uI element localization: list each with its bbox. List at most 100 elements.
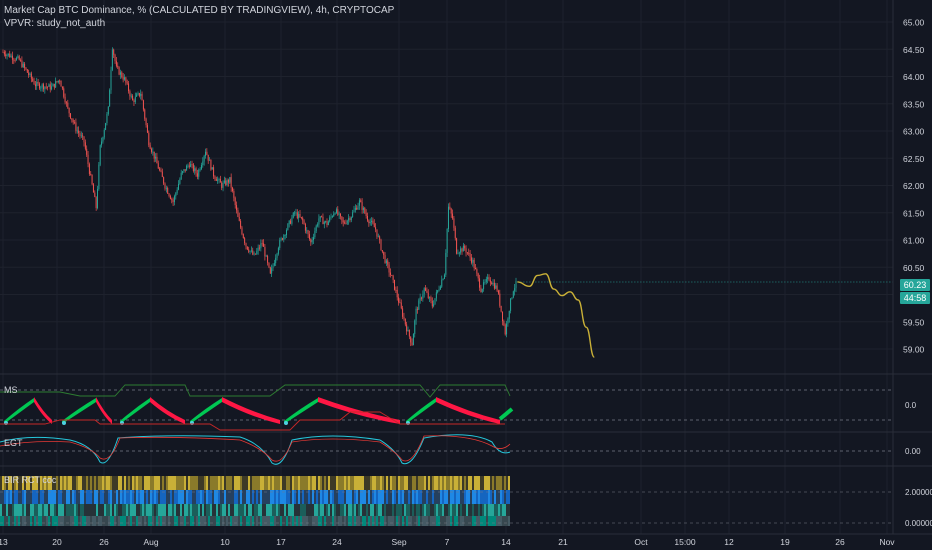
candle-body [51,86,53,90]
bir-cell [490,490,492,504]
candle-body [121,72,123,78]
bir-cell [122,504,124,516]
bir-cell [272,516,274,526]
bir-cell [330,476,332,490]
candle-body [391,274,393,276]
bir-cell [502,516,504,526]
bir-cell [94,516,96,526]
bir-cell [482,490,484,504]
bir-cell [478,516,480,526]
bir-cell [426,490,428,504]
bir-cell [62,490,64,504]
bir-cell [162,504,164,516]
candle-body [408,329,410,337]
bir-cell [290,476,292,490]
bir-cell [162,476,164,490]
candle-body [163,177,165,184]
bir-cell [158,516,160,526]
candle-body [254,253,256,255]
bir-cell [180,516,182,526]
last-price-tag: 60.23 [900,279,930,291]
bir-cell [54,476,56,490]
bir-cell [396,476,398,490]
bir-cell [110,490,112,504]
bir-cell [320,516,322,526]
bir-cell [178,516,180,526]
bir-cell [128,516,130,526]
bir-cell [68,476,70,490]
candle-body [70,113,71,119]
candle-body [5,54,7,57]
bir-cell [40,476,42,490]
bir-cell [188,476,190,490]
bir-cell [406,516,408,526]
bir-cell [186,504,188,516]
candle-body [179,179,181,184]
time-tick-label: 10 [220,537,230,547]
candle-body [74,122,76,124]
bir-cell [196,516,198,526]
candle-body [294,212,296,214]
candle-body [457,253,459,255]
bir-cell [260,516,262,526]
bir-cell [30,504,32,516]
bir-cell [472,476,474,490]
candle-body [435,292,437,299]
bir-cell [248,516,250,526]
candle-body [99,145,101,165]
bir-cell [296,490,298,504]
bir-cell [488,516,490,526]
candle-body [396,290,398,298]
bir-cell [478,476,480,490]
bir-cell [284,504,286,516]
bir-cell [208,516,210,526]
bir-cell [66,490,68,504]
projection-line [517,273,595,358]
bir-cell [172,516,174,526]
bir-cell [94,476,96,490]
bir-cell [344,504,346,516]
time-tick-label: 26 [99,537,109,547]
bir-cell [190,476,192,490]
bir-cell [292,490,294,504]
price-axis[interactable]: 65.00 64.50 64.00 63.50 63.00 62.50 62.00 61.50… [903,18,932,529]
bir-cell [290,504,292,516]
time-axis[interactable]: 13 20 26 Aug 10 17 24 Sep 7 14 21 Oct 15:00 12 19 26 Nov [0,537,895,547]
ms-upper-envelope [0,384,511,398]
candle-body [157,163,159,169]
bir-cell [404,516,406,526]
bir-cell [478,504,480,516]
bir-cell [360,516,362,526]
bir-cell [288,516,290,526]
bir-cell [494,504,496,516]
bir-cell [418,516,420,526]
bir-cell [130,516,132,526]
candle-body [384,255,386,263]
candle-body [44,86,46,90]
bir-cell [182,504,184,516]
candle-body [331,216,333,218]
bir-cell [36,504,38,516]
bir-cell [18,504,20,516]
candle-body [284,235,286,236]
bir-cell [56,476,58,490]
candle-body [256,250,258,255]
candle-body [264,246,266,257]
bir-cell [190,504,192,516]
bir-cell [88,504,90,516]
ms-cross-dot [284,421,288,425]
bir-cell [28,504,30,516]
bir-cell [84,476,86,490]
bir-cell [424,476,426,490]
bir-cell [232,490,234,504]
egt-pane-label: EGT [4,438,23,448]
bir-cell [224,476,226,490]
bir-cell [358,504,360,516]
candle-body [175,192,177,197]
bir-cell [6,476,8,490]
time-tick-label: 26 [835,537,845,547]
candle-body [402,308,404,317]
candle-body [281,238,283,240]
candle-body [242,234,244,239]
